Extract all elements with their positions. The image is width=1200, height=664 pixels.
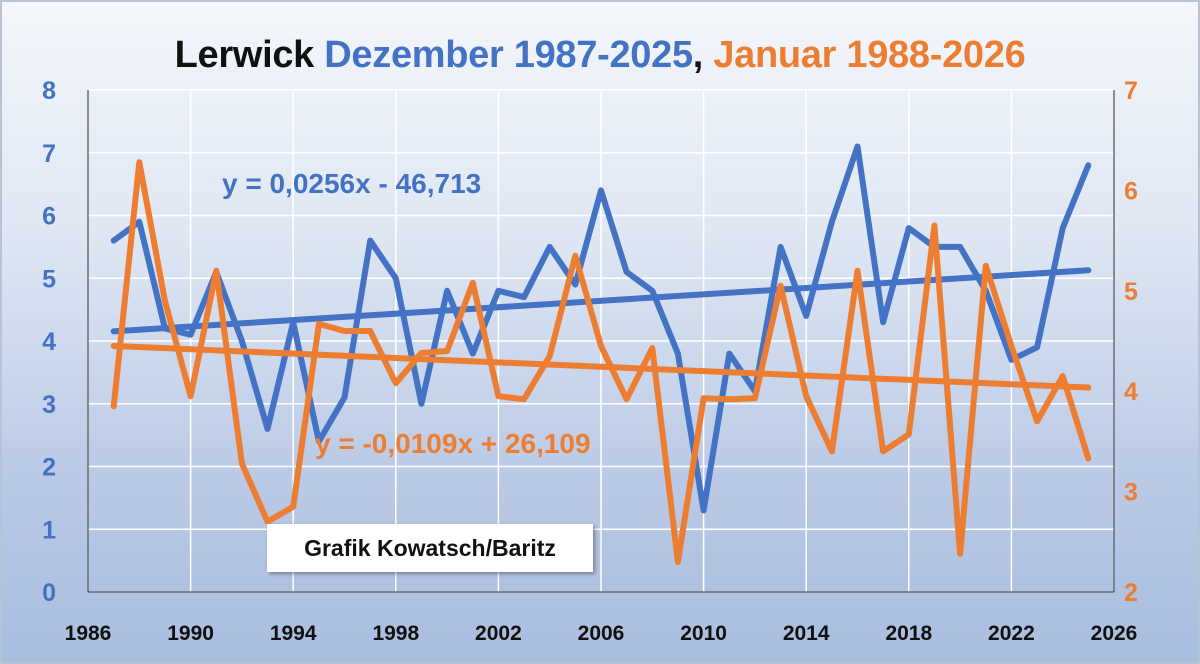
trendline-january — [110, 342, 1092, 391]
y-left-tick-label: 4 — [42, 328, 56, 356]
y-left-tick-label: 8 — [42, 77, 56, 105]
x-tick-label: 2026 — [1091, 622, 1138, 645]
y-left-tick-label: 3 — [42, 391, 56, 419]
x-tick-label: 2002 — [475, 622, 522, 645]
x-tick-label: 1994 — [270, 622, 317, 645]
y-left-tick-label: 5 — [42, 265, 56, 293]
chart-title: Lerwick Dezember 1987-2025, Januar 1988-… — [0, 34, 1200, 77]
x-tick-label: 2006 — [578, 622, 625, 645]
y-left-tick-label: 7 — [42, 140, 56, 168]
x-tick-label: 1998 — [372, 622, 419, 645]
y-right-tick-label: 2 — [1124, 579, 1138, 607]
title-december: Dezember 1987-2025 — [324, 34, 693, 76]
series-layer — [110, 143, 1092, 565]
trendline-equation-december: y = 0,0256x - 46,713 — [222, 168, 481, 199]
tick-labels: 1986 1990 1994 1998 2002 2006 2010 2014 2018 2022… — [42, 77, 1138, 645]
series-line-january — [110, 159, 1092, 565]
x-tick-label: 2018 — [885, 622, 932, 645]
watermark-label: Grafik Kowatsch/Baritz — [267, 524, 593, 572]
x-tick-label: 2022 — [988, 622, 1035, 645]
axes — [87, 90, 1115, 593]
x-tick-label: 1990 — [167, 622, 214, 645]
series-line-december — [110, 143, 1092, 514]
title-separator: , — [692, 34, 704, 76]
y-left-tick-label: 6 — [42, 203, 56, 231]
x-tick-label: 2014 — [783, 622, 830, 645]
y-left-tick-label: 1 — [42, 516, 56, 544]
x-tick-label: 1986 — [65, 622, 112, 645]
trendline-equation-january: y = -0,0109x + 26,109 — [315, 428, 591, 459]
y-right-tick-label: 6 — [1124, 177, 1138, 205]
y-left-tick-label: 2 — [42, 454, 56, 482]
y-right-tick-label: 3 — [1124, 479, 1138, 507]
title-january: Januar 1988-2026 — [713, 34, 1026, 76]
y-left-tick-label: 0 — [42, 579, 56, 607]
y-right-tick-label: 5 — [1124, 278, 1138, 306]
y-right-tick-label: 4 — [1124, 378, 1138, 406]
x-tick-label: 2010 — [680, 622, 727, 645]
y-right-tick-label: 7 — [1124, 77, 1138, 105]
title-city: Lerwick — [174, 34, 315, 76]
